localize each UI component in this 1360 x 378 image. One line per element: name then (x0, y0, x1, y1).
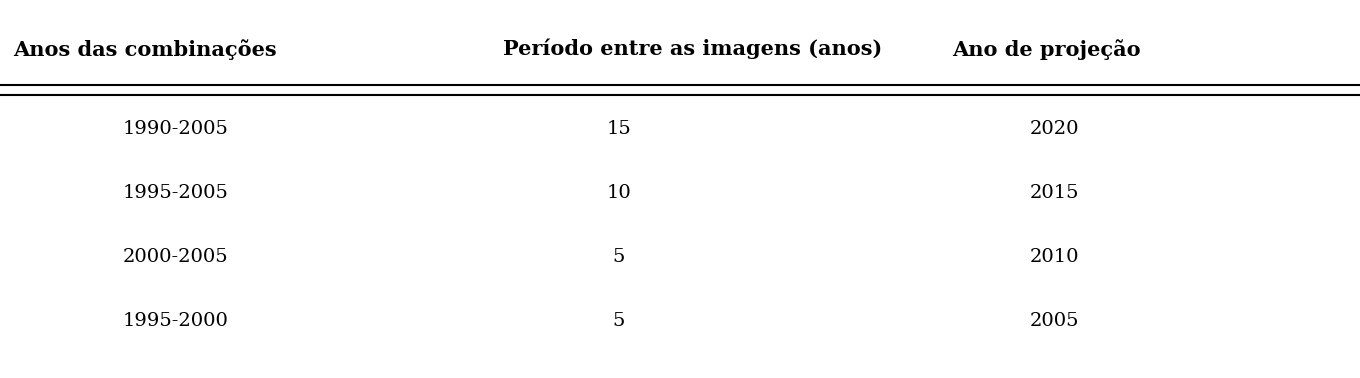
Text: Anos das combinações: Anos das combinações (14, 39, 277, 60)
Text: 5: 5 (612, 248, 626, 266)
Text: 2005: 2005 (1030, 312, 1078, 330)
Text: 2010: 2010 (1030, 248, 1078, 266)
Text: 2020: 2020 (1030, 119, 1078, 138)
Text: 2015: 2015 (1030, 184, 1078, 202)
Text: 5: 5 (612, 312, 626, 330)
Text: 10: 10 (607, 184, 631, 202)
Text: 1990-2005: 1990-2005 (122, 119, 228, 138)
Text: 2000-2005: 2000-2005 (122, 248, 228, 266)
Text: Período entre as imagens (anos): Período entre as imagens (anos) (503, 39, 883, 59)
Text: 15: 15 (607, 119, 631, 138)
Text: Ano de projeção: Ano de projeção (952, 39, 1141, 60)
Text: 1995-2000: 1995-2000 (122, 312, 228, 330)
Text: 1995-2005: 1995-2005 (122, 184, 228, 202)
